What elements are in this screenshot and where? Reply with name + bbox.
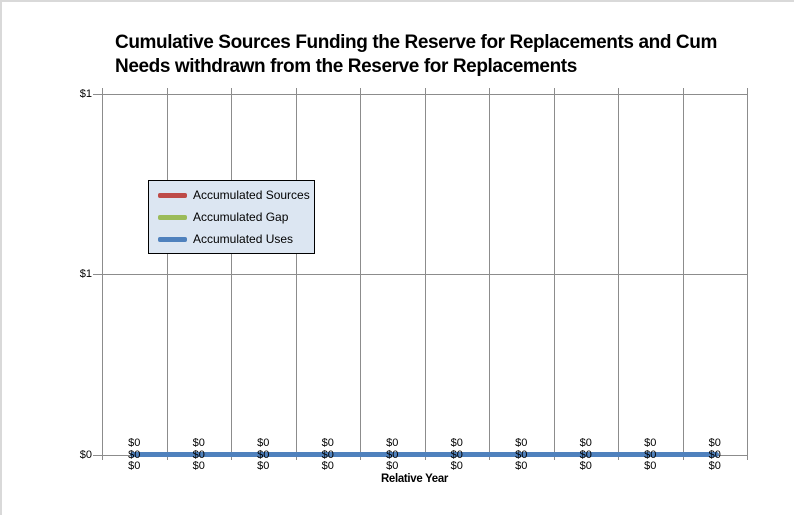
data-label-accumulated-sources: $0	[257, 437, 270, 449]
y-axis-tick	[93, 94, 102, 95]
vertical-gridline	[747, 88, 748, 460]
data-label-accumulated-gap: $0	[386, 448, 399, 461]
data-label-accumulated-uses: $0	[321, 460, 334, 472]
y-axis-tick	[93, 455, 102, 456]
data-label-accumulated-uses: $0	[450, 460, 463, 472]
horizontal-gridline	[102, 274, 747, 275]
legend-entry-accumulated-uses[interactable]: Accumulated Uses	[149, 228, 314, 250]
legend-label: Accumulated Uses	[193, 232, 294, 246]
data-label-accumulated-gap: $0	[708, 448, 721, 461]
legend-swatch-accumulated-uses-icon	[158, 236, 187, 242]
data-label-accumulated-gap: $0	[579, 448, 592, 461]
data-label-accumulated-uses: $0	[257, 460, 270, 472]
data-label-accumulated-sources: $0	[386, 437, 399, 449]
chart-title-line-2: Needs withdrawn from the Reserve for Rep…	[115, 56, 577, 77]
legend[interactable]: Accumulated Sources Accumulated Gap Accumu…	[148, 180, 315, 254]
data-label-accumulated-sources: $0	[321, 437, 334, 449]
legend-label: Accumulated Gap	[193, 210, 289, 224]
legend-label: Accumulated Sources	[193, 188, 310, 202]
data-label-accumulated-sources: $0	[128, 437, 141, 449]
chart-title-line-1: Cumulative Sources Funding the Reserve f…	[115, 32, 717, 53]
legend-swatch-accumulated-sources-icon	[158, 192, 187, 198]
data-label-accumulated-gap: $0	[192, 448, 205, 461]
plot-top-border	[102, 94, 747, 95]
data-label-accumulated-sources: $0	[708, 437, 721, 449]
data-label-accumulated-uses: $0	[515, 460, 528, 472]
data-label-accumulated-sources: $0	[579, 437, 592, 449]
data-label-accumulated-uses: $0	[192, 460, 205, 472]
y-axis-tick	[93, 274, 102, 275]
data-label-accumulated-sources: $0	[515, 437, 528, 449]
chart-title[interactable]: Cumulative Sources Funding the Reserve f…	[115, 31, 717, 79]
data-label-accumulated-gap: $0	[128, 448, 141, 461]
y-axis-tick-label: $1	[79, 268, 92, 280]
y-axis-tick-label: $1	[79, 88, 92, 100]
legend-entry-accumulated-gap[interactable]: Accumulated Gap	[149, 206, 314, 228]
data-label-accumulated-sources: $0	[644, 437, 657, 449]
data-label-accumulated-gap: $0	[321, 448, 334, 461]
data-label-accumulated-uses: $0	[644, 460, 657, 472]
data-label-accumulated-gap: $0	[257, 448, 270, 461]
data-label-accumulated-uses: $0	[128, 460, 141, 472]
legend-entry-accumulated-sources[interactable]: Accumulated Sources	[149, 184, 314, 206]
legend-swatch-accumulated-gap-icon	[158, 214, 187, 220]
data-label-accumulated-gap: $0	[644, 448, 657, 461]
data-label-accumulated-uses: $0	[386, 460, 399, 472]
data-label-accumulated-gap: $0	[515, 448, 528, 461]
data-label-accumulated-sources: $0	[192, 437, 205, 449]
data-label-accumulated-gap: $0	[450, 448, 463, 461]
series-line-accumulated-uses[interactable]	[130, 452, 719, 457]
x-axis-title: Relative Year	[380, 471, 449, 485]
data-label-accumulated-uses: $0	[708, 460, 721, 472]
data-label-accumulated-uses: $0	[579, 460, 592, 472]
y-axis-tick-label: $0	[79, 449, 92, 461]
data-label-accumulated-sources: $0	[450, 437, 463, 449]
